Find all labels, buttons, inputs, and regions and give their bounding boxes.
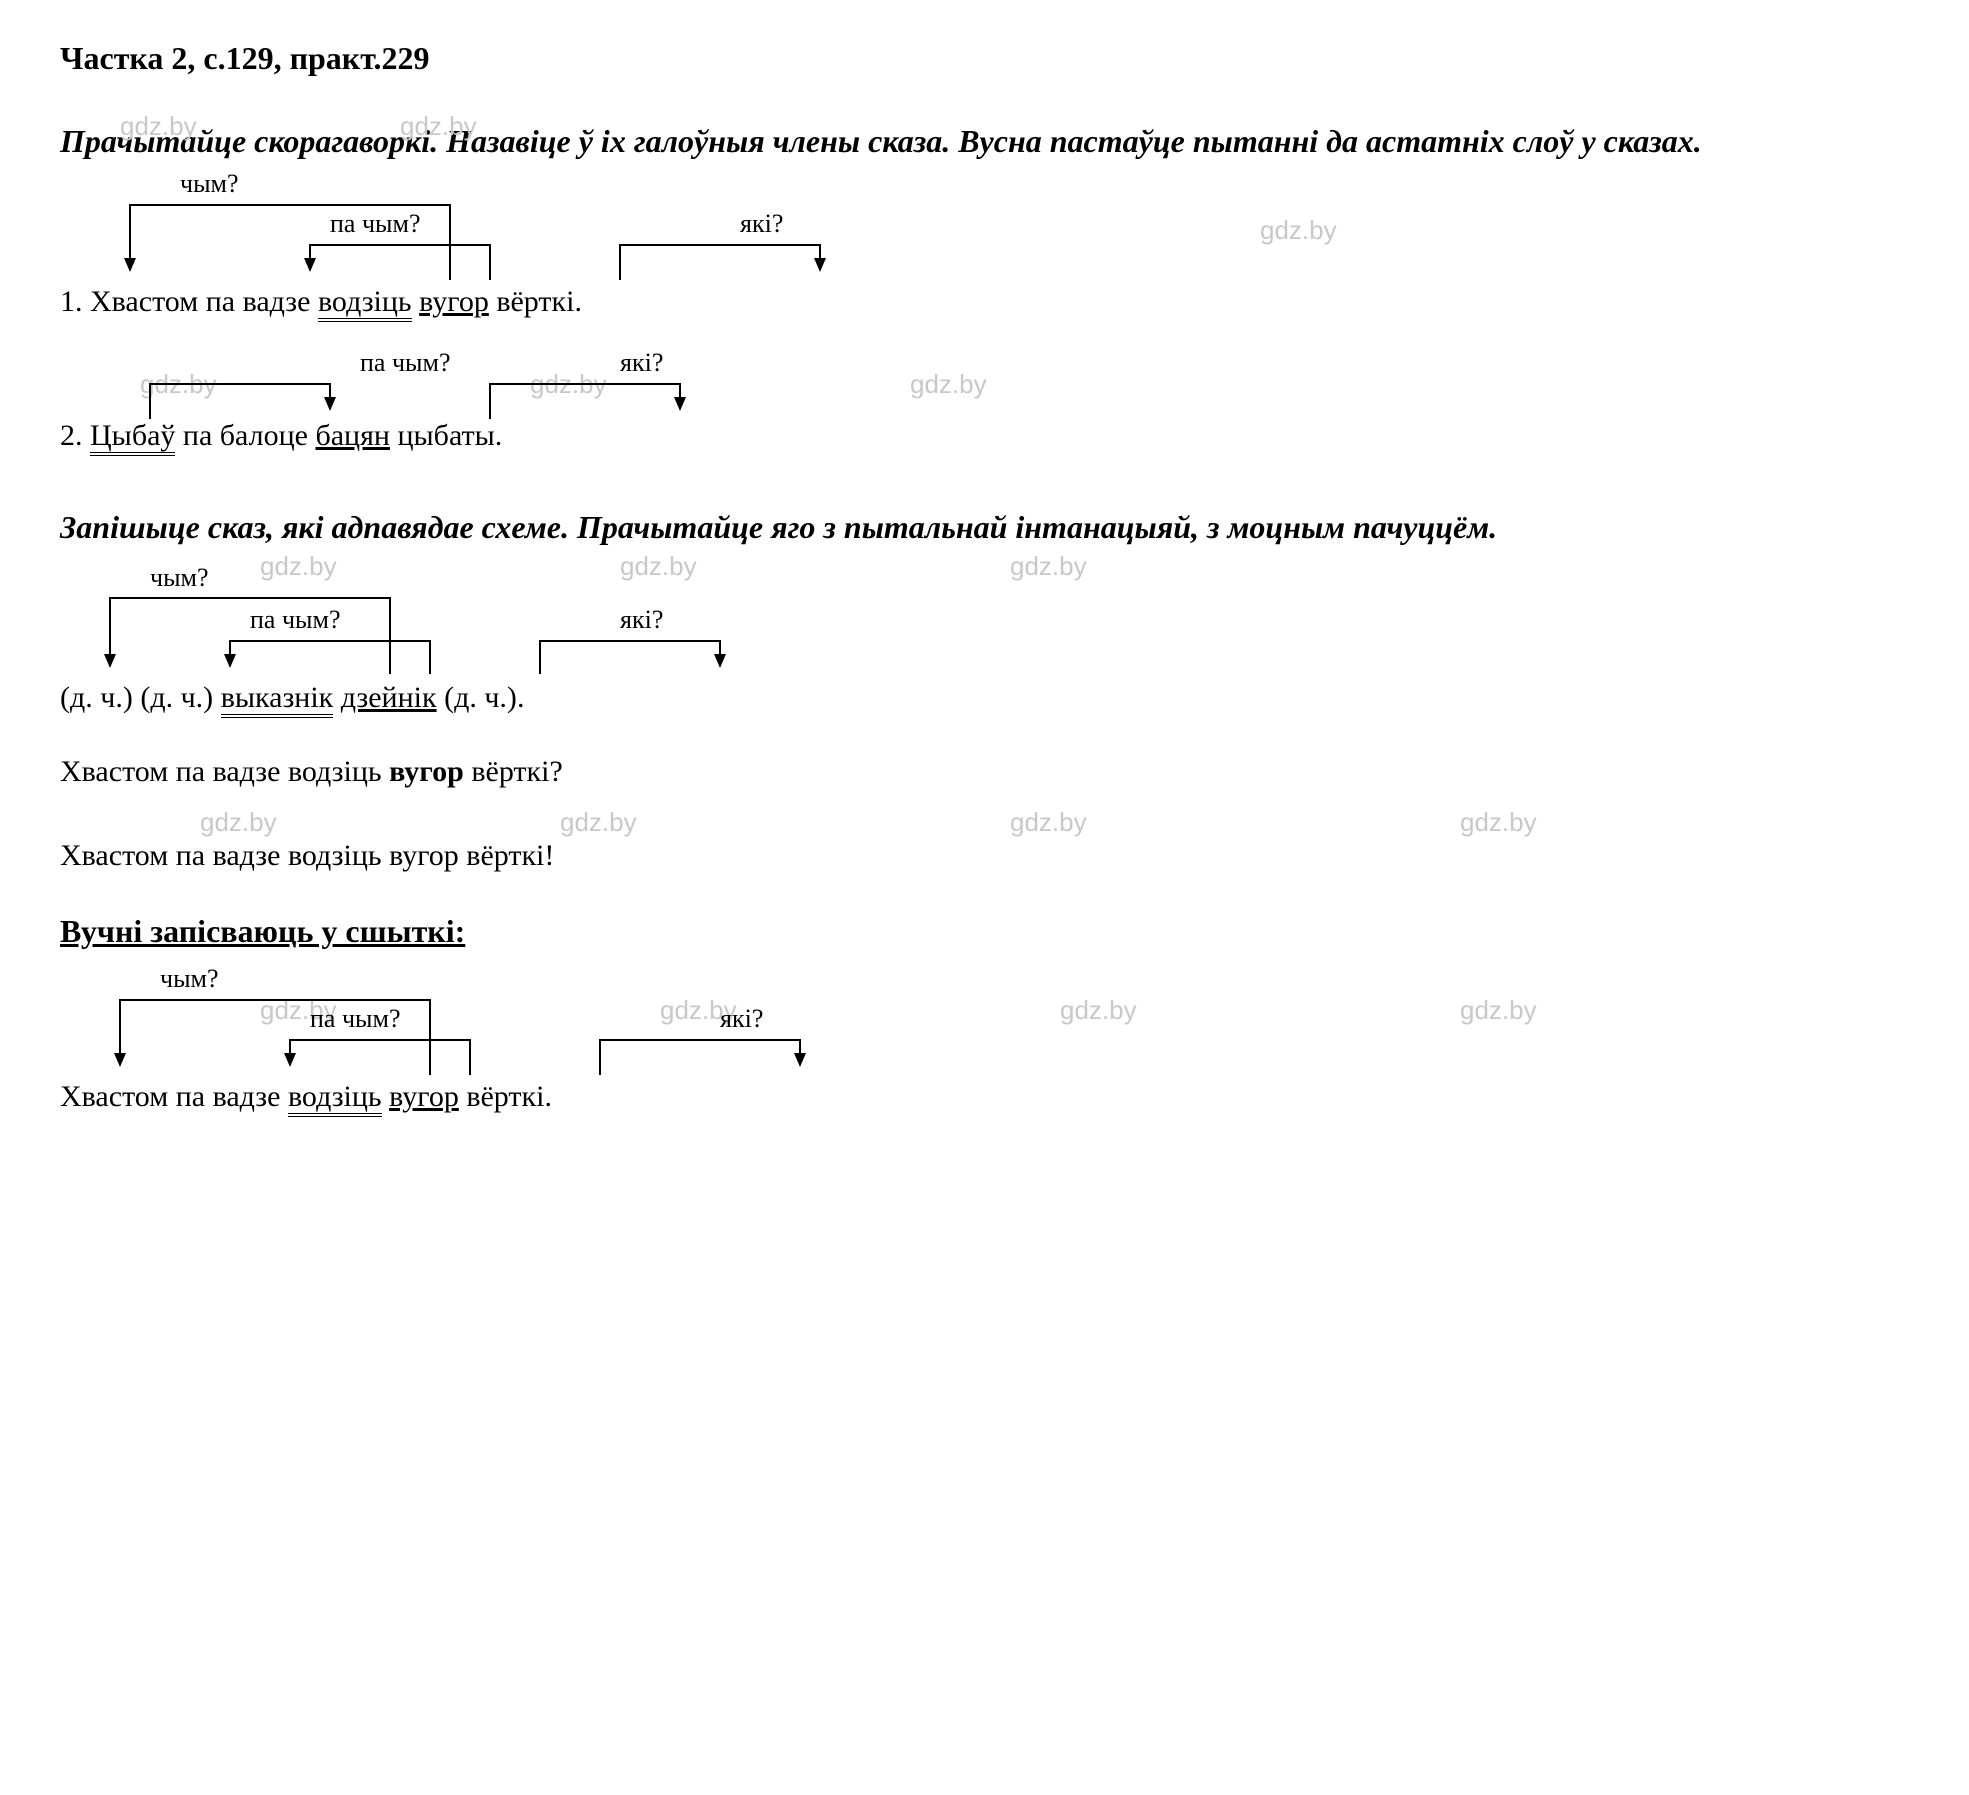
predicate: водзіць: [318, 285, 412, 322]
watermark: gdz.by: [260, 995, 337, 1026]
sentence-2: 2. Цыбаў па балоце бацян цыбаты.: [60, 419, 1909, 453]
watermark: gdz.by: [1460, 995, 1537, 1026]
watermark: gdz.by: [560, 807, 637, 838]
exclaim-line: Хвастом па вадзе водзіць вугор вёрткі!: [60, 839, 1909, 873]
sentence-final-block: чым? па чым? які? Хвастом па вадзе водзі…: [60, 1080, 1909, 1114]
svg-text:па чым?: па чым?: [250, 605, 341, 634]
sentence-2-block: па чым? які? 2. Цыбаў па балоце бацян цы…: [60, 419, 1909, 453]
subject-label: дзейнік: [341, 681, 437, 714]
subject: бацян: [315, 419, 390, 452]
watermark: gdz.by: [1010, 807, 1087, 838]
svg-text:які?: які?: [740, 209, 783, 238]
watermark: gdz.by: [1010, 551, 1087, 582]
subject: вугор: [389, 1080, 459, 1113]
watermark: gdz.by: [1460, 807, 1537, 838]
svg-text:чым?: чым?: [160, 964, 219, 993]
sentence-1: 1. Хвастом па вадзе водзіць вугор вёрткі…: [60, 285, 1909, 319]
instruction-1: Прачытайце скорагаворкі. Назавіце ў іх г…: [60, 117, 1909, 165]
svg-text:па чым?: па чым?: [360, 348, 451, 377]
predicate: Цыбаў: [90, 419, 175, 456]
svg-text:па чым?: па чым?: [330, 209, 421, 238]
page-title: Частка 2, с.129, практ.229: [60, 40, 1909, 77]
svg-text:чым?: чым?: [180, 169, 239, 198]
svg-text:які?: які?: [620, 348, 663, 377]
instruction-2: Запішыце сказ, які адпавядае схеме. Прач…: [60, 503, 1909, 551]
predicate-label: выказнік: [221, 681, 334, 718]
question-line: Хвастом па вадзе водзіць вугор вёрткі?: [60, 755, 1909, 789]
watermark: gdz.by: [530, 369, 607, 400]
svg-text:які?: які?: [720, 1004, 763, 1033]
subject: вугор: [419, 285, 489, 318]
watermark: gdz.by: [1260, 215, 1337, 246]
watermark: gdz.by: [660, 995, 737, 1026]
watermark: gdz.by: [260, 551, 337, 582]
watermark: gdz.by: [1060, 995, 1137, 1026]
svg-text:па чым?: па чым?: [310, 1004, 401, 1033]
sentence-final: Хвастом па вадзе водзіць вугор вёрткі.: [60, 1080, 1909, 1114]
watermark: gdz.by: [140, 369, 217, 400]
section-header: Вучні запісваюць у сшыткі:: [60, 913, 1909, 950]
watermark: gdz.by: [200, 807, 277, 838]
watermark: gdz.by: [910, 369, 987, 400]
sentence-1-block: gdz.by чым? па чым? які? 1. Хвастом па в…: [60, 285, 1909, 319]
predicate: водзіць: [288, 1080, 382, 1117]
scheme-line: (д. ч.) (д. ч.) выказнік дзейнік (д. ч.)…: [60, 681, 1909, 715]
svg-text:чым?: чым?: [150, 563, 209, 592]
scheme-block: чым? па чым? які? (д. ч.) (д. ч.) выказн…: [60, 681, 1909, 715]
svg-text:які?: які?: [620, 605, 663, 634]
watermark: gdz.by: [620, 551, 697, 582]
